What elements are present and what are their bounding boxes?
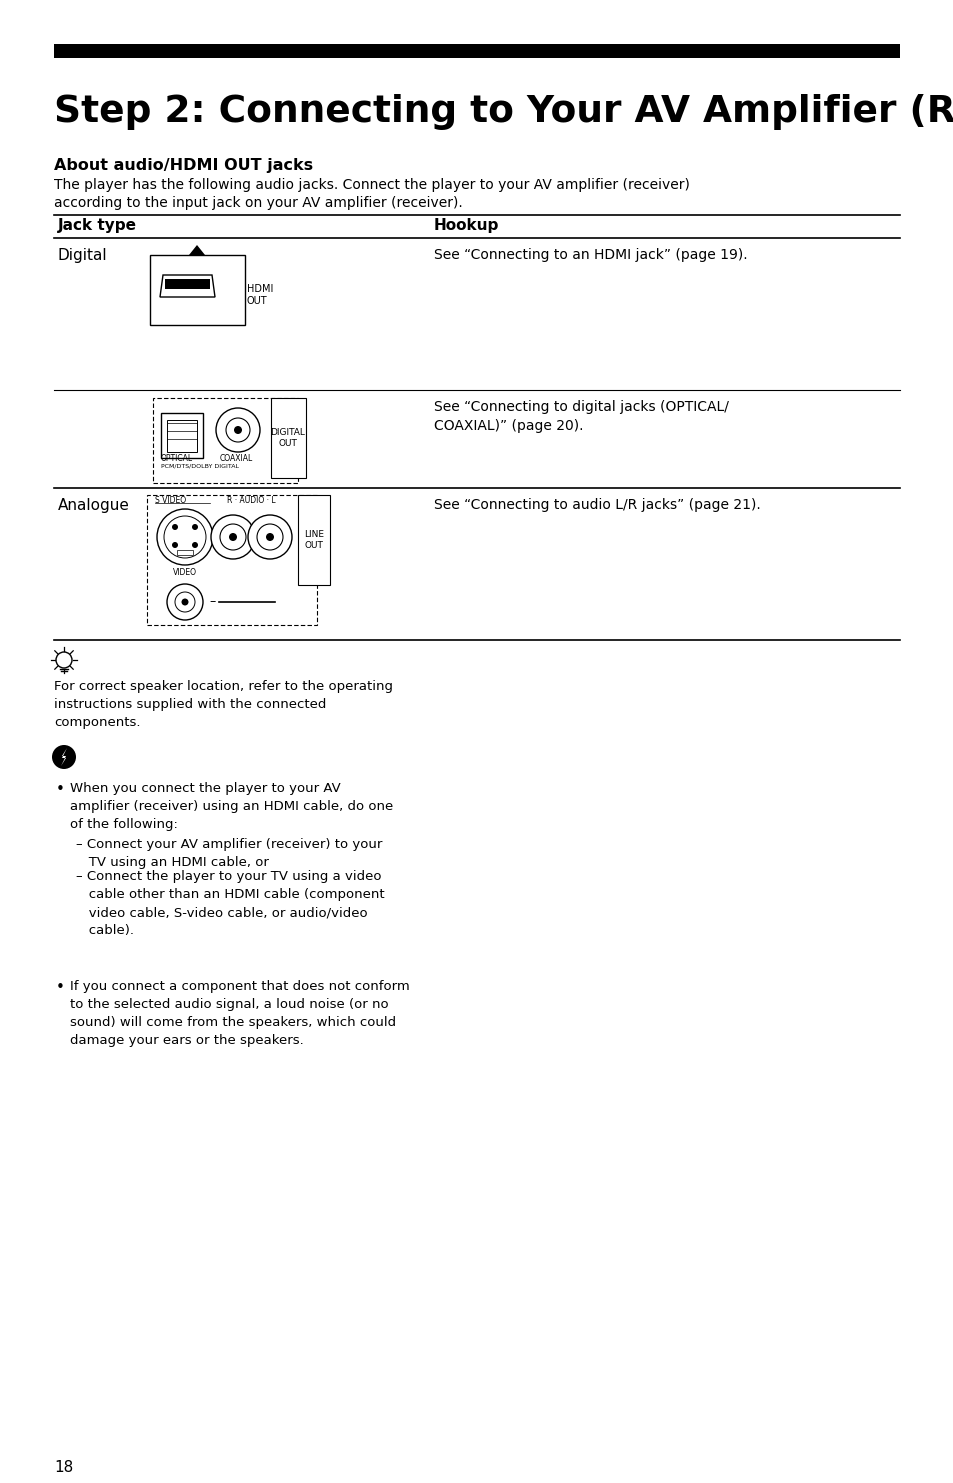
Text: – Connect the player to your TV using a video
   cable other than an HDMI cable : – Connect the player to your TV using a … (76, 871, 384, 937)
Bar (271, 397, 306, 478)
Text: HDMI
OUT: HDMI OUT (247, 285, 274, 305)
Circle shape (233, 426, 242, 435)
Text: R · AUDIO · L: R · AUDIO · L (227, 495, 275, 506)
Circle shape (174, 592, 194, 612)
Bar (152, 397, 297, 483)
Circle shape (56, 653, 71, 667)
Circle shape (220, 523, 246, 550)
Text: Hookup: Hookup (434, 218, 498, 233)
Text: LINE
OUT: LINE OUT (304, 531, 324, 550)
Bar (297, 495, 330, 584)
Circle shape (181, 599, 189, 605)
Circle shape (192, 541, 198, 549)
Circle shape (192, 523, 198, 529)
Text: PCM/DTS/DOLBY DIGITAL: PCM/DTS/DOLBY DIGITAL (161, 464, 239, 469)
Text: VIDEO: VIDEO (172, 568, 196, 577)
Text: •: • (56, 782, 65, 796)
Bar (177, 550, 193, 555)
Bar (54, 44, 899, 58)
Bar (161, 412, 203, 458)
Text: About audio/HDMI OUT jacks: About audio/HDMI OUT jacks (54, 159, 313, 174)
Text: COAXIAL: COAXIAL (220, 454, 253, 463)
Circle shape (172, 541, 178, 549)
Text: DIGITAL
OUT: DIGITAL OUT (271, 429, 305, 448)
Circle shape (172, 523, 178, 529)
Bar (167, 420, 196, 452)
Circle shape (256, 523, 283, 550)
Circle shape (248, 515, 292, 559)
Polygon shape (189, 245, 205, 255)
Bar (150, 255, 245, 325)
Text: – Connect your AV amplifier (receiver) to your
   TV using an HDMI cable, or: – Connect your AV amplifier (receiver) t… (76, 838, 382, 869)
Circle shape (211, 515, 254, 559)
Circle shape (52, 744, 76, 770)
Text: Analogue: Analogue (58, 498, 130, 513)
Circle shape (164, 516, 206, 558)
Text: See “Connecting to digital jacks (OPTICAL/
COAXIAL)” (page 20).: See “Connecting to digital jacks (OPTICA… (434, 400, 728, 433)
Circle shape (215, 408, 260, 452)
Bar (165, 279, 210, 289)
Circle shape (157, 509, 213, 565)
Text: If you connect a component that does not conform
to the selected audio signal, a: If you connect a component that does not… (70, 980, 410, 1047)
Text: 18: 18 (54, 1459, 73, 1476)
Text: OPTICAL: OPTICAL (161, 454, 193, 463)
Text: according to the input jack on your AV amplifier (receiver).: according to the input jack on your AV a… (54, 196, 462, 211)
Bar (147, 495, 316, 624)
Text: –: – (209, 596, 215, 608)
Text: See “Connecting to an HDMI jack” (page 19).: See “Connecting to an HDMI jack” (page 1… (434, 248, 747, 262)
Text: See “Connecting to audio L/R jacks” (page 21).: See “Connecting to audio L/R jacks” (pag… (434, 498, 760, 512)
Text: Step 2: Connecting to Your AV Amplifier (Receiver): Step 2: Connecting to Your AV Amplifier … (54, 93, 953, 131)
Circle shape (167, 584, 203, 620)
Text: S VIDEO: S VIDEO (154, 495, 186, 506)
Circle shape (266, 532, 274, 541)
Circle shape (229, 532, 236, 541)
Text: Jack type: Jack type (58, 218, 137, 233)
Polygon shape (160, 274, 214, 297)
Text: Digital: Digital (58, 248, 108, 262)
Circle shape (226, 418, 250, 442)
Text: The player has the following audio jacks. Connect the player to your AV amplifie: The player has the following audio jacks… (54, 178, 689, 191)
Text: When you connect the player to your AV
amplifier (receiver) using an HDMI cable,: When you connect the player to your AV a… (70, 782, 393, 830)
Text: For correct speaker location, refer to the operating
instructions supplied with : For correct speaker location, refer to t… (54, 681, 393, 730)
Polygon shape (61, 747, 67, 767)
Text: •: • (56, 980, 65, 995)
